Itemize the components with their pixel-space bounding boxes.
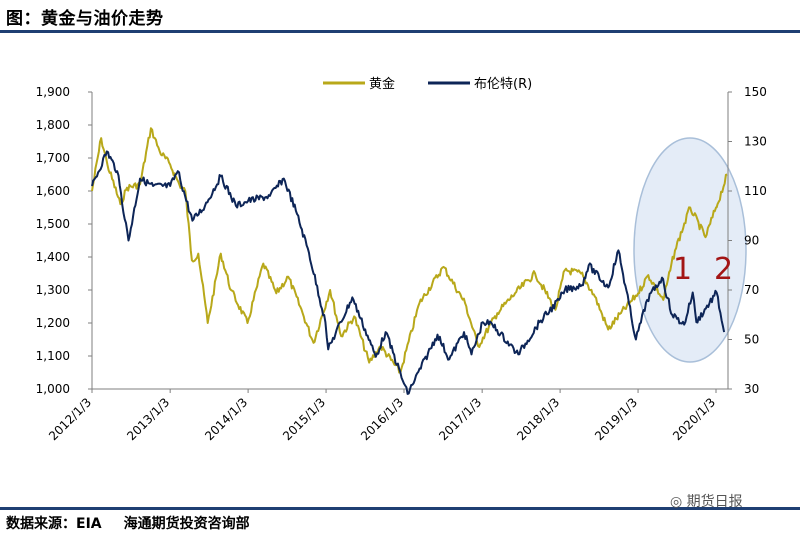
annotation-1: 1 bbox=[673, 252, 692, 287]
wechat-icon: ◎ bbox=[670, 494, 683, 510]
chart-container: 1,000 1,100 1,200 1,300 1,400 1,500 1,600 1,700… bbox=[0, 36, 800, 506]
y-right-tick-label: 130 bbox=[744, 135, 767, 149]
watermark-text: 期货日报 bbox=[686, 494, 743, 510]
legend: 黄金 布伦特(R) bbox=[323, 76, 532, 92]
x-tick-label: 2016/1/3 bbox=[358, 395, 406, 443]
x-tick-label: 2015/1/3 bbox=[280, 395, 328, 443]
x-tick-label: 2019/1/3 bbox=[592, 395, 640, 443]
y-left-tick-label: 1,300 bbox=[36, 283, 70, 297]
y-right-tick-label: 50 bbox=[744, 333, 759, 347]
y-left-tick-label: 1,000 bbox=[36, 382, 70, 396]
source-note: 数据来源：EIA 海通期货投资咨询部 bbox=[6, 513, 250, 533]
x-tick-label: 2013/1/3 bbox=[124, 395, 172, 443]
x-tick-label: 2020/1/3 bbox=[670, 395, 718, 443]
line-chart: 1,000 1,100 1,200 1,300 1,400 1,500 1,600 1,700… bbox=[36, 76, 767, 443]
source-org: 海通期货投资咨询部 bbox=[123, 516, 250, 532]
y-left-tick-label: 1,800 bbox=[36, 118, 70, 132]
y-right-tick-label: 110 bbox=[744, 184, 767, 198]
y-right-tick-label: 30 bbox=[744, 382, 759, 396]
highlight-ellipse bbox=[633, 137, 747, 363]
y-left-tick-label: 1,400 bbox=[36, 250, 70, 264]
series-layer bbox=[91, 127, 728, 395]
y-left-tick-label: 1,500 bbox=[36, 217, 70, 231]
y-right-tick-label: 70 bbox=[744, 283, 759, 297]
series-line-gold bbox=[91, 127, 728, 374]
watermark: ◎ 期货日报 bbox=[670, 491, 743, 511]
y-left-tick-label: 1,700 bbox=[36, 151, 70, 165]
x-tick-label: 2018/1/3 bbox=[514, 395, 562, 443]
x-tick-label: 2012/1/3 bbox=[46, 395, 94, 443]
y-left-tick-label: 1,600 bbox=[36, 184, 70, 198]
y-right-tick-label: 90 bbox=[744, 234, 759, 248]
legend-label-brent: 布伦特(R) bbox=[474, 77, 532, 92]
y-left-tick-label: 1,200 bbox=[36, 316, 70, 330]
x-tick-label: 2014/1/3 bbox=[202, 395, 250, 443]
figure-title: 图：黄金与油价走势 bbox=[6, 9, 164, 29]
bottom-rule bbox=[0, 507, 800, 510]
y-right-tick-label: 150 bbox=[744, 85, 767, 99]
x-tick-label: 2017/1/3 bbox=[436, 395, 484, 443]
series-line-brent bbox=[91, 150, 726, 395]
y-left-tick-label: 1,100 bbox=[36, 349, 70, 363]
annotation-2: 2 bbox=[714, 252, 733, 287]
legend-label-gold: 黄金 bbox=[369, 76, 395, 92]
source-prefix: 数据来源：EIA bbox=[6, 516, 102, 532]
top-rule bbox=[0, 30, 800, 33]
y-left-tick-label: 1,900 bbox=[36, 85, 70, 99]
